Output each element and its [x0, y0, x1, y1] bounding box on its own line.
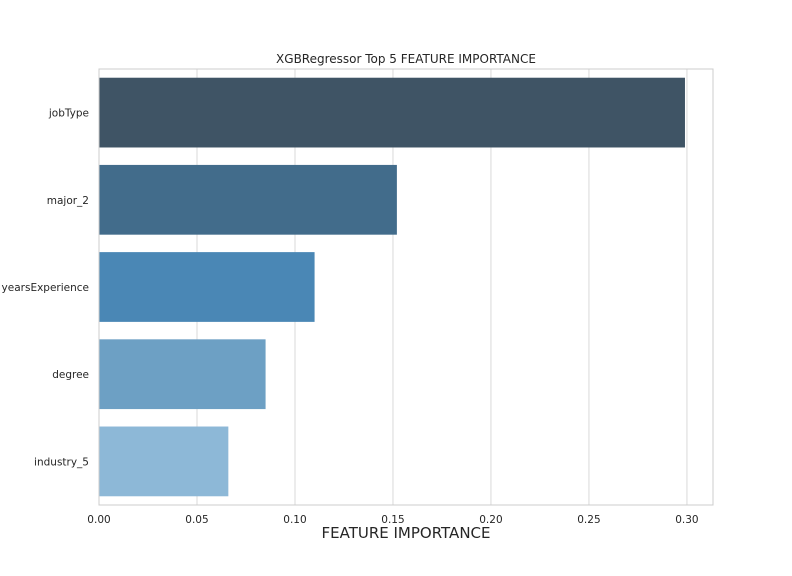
- x-tick-label: 0.00: [87, 514, 110, 526]
- y-tick-label: industry_5: [34, 456, 89, 468]
- y-tick-label: degree: [52, 369, 89, 381]
- bar-jobType: [99, 77, 685, 148]
- chart-title: XGBRegressor Top 5 FEATURE IMPORTANCE: [276, 52, 536, 66]
- x-tick-label: 0.10: [283, 514, 306, 526]
- bar-yearsExperience: [99, 252, 315, 322]
- y-tick-label: major_2: [47, 195, 89, 207]
- y-axis-ticks: jobType major_2 yearsExperience degree indus…: [2, 108, 89, 469]
- x-tick-label: 0.25: [577, 514, 600, 526]
- y-tick-label: yearsExperience: [2, 282, 89, 294]
- bars: [99, 77, 685, 497]
- x-tick-label: 0.15: [381, 514, 404, 526]
- plot-frame: [98, 68, 714, 506]
- x-tick-label: 0.30: [675, 514, 698, 526]
- x-tick-label: 0.05: [185, 514, 208, 526]
- x-tick-label: 0.20: [479, 514, 502, 526]
- bar-degree: [99, 339, 266, 410]
- bar-industry_5: [99, 426, 229, 497]
- bar-major_2: [99, 164, 397, 235]
- x-axis-ticks: 0.00 0.05 0.10 0.15 0.20 0.25 0.30: [87, 514, 698, 526]
- y-tick-label: jobType: [48, 108, 89, 120]
- x-axis-label: FEATURE IMPORTANCE: [322, 524, 491, 542]
